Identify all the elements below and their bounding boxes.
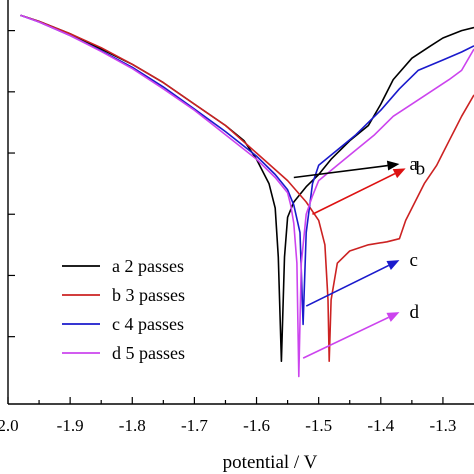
- series-line-b: [20, 14, 474, 362]
- plot-lines: [20, 14, 474, 378]
- x-tick-label: -1.8: [119, 416, 146, 435]
- x-tick-label: -1.3: [429, 416, 456, 435]
- annotation-label-b: b: [416, 158, 426, 179]
- x-tick-label: -1.4: [367, 416, 394, 435]
- legend-label-a: a 2 passes: [112, 256, 184, 276]
- x-tick-label: -1.5: [305, 416, 332, 435]
- x-tick-label: -1.9: [57, 416, 84, 435]
- x-tick-label: -1.6: [243, 416, 270, 435]
- annotation-arrows: ab c d: [293, 154, 426, 359]
- axes: 2.0 -1.9 -1.8 -1.7 -1.6 -1.5 -1.4 -1.3: [0, 0, 474, 435]
- x-axis-title: potential / V: [223, 452, 318, 473]
- annotation-label-c: c: [409, 250, 417, 271]
- arrow-head-c: [386, 260, 400, 270]
- legend-label-d: d 5 passes: [112, 343, 185, 363]
- arrow-head-a: [386, 160, 400, 171]
- x-tick-label: 2.0: [0, 416, 19, 435]
- arrow-head-d: [386, 312, 400, 322]
- arrow-shaft-a: [293, 164, 388, 179]
- legend-label-b: b 3 passes: [112, 285, 185, 305]
- series-line-c: [20, 14, 474, 326]
- legend-label-c: c 4 passes: [112, 314, 184, 334]
- arrow-shaft-d: [302, 316, 389, 359]
- series-line-d: [20, 14, 474, 378]
- arrow-head-b: [392, 168, 406, 179]
- legend: a 2 passes b 3 passes c 4 passes d 5 passes: [62, 256, 185, 363]
- x-tick-label: -1.7: [181, 416, 208, 435]
- arrow-shaft-c: [305, 264, 390, 307]
- annotation-label-d: d: [409, 302, 419, 323]
- arrow-shaft-b: [312, 172, 396, 215]
- annotation-label-a: a: [409, 154, 418, 175]
